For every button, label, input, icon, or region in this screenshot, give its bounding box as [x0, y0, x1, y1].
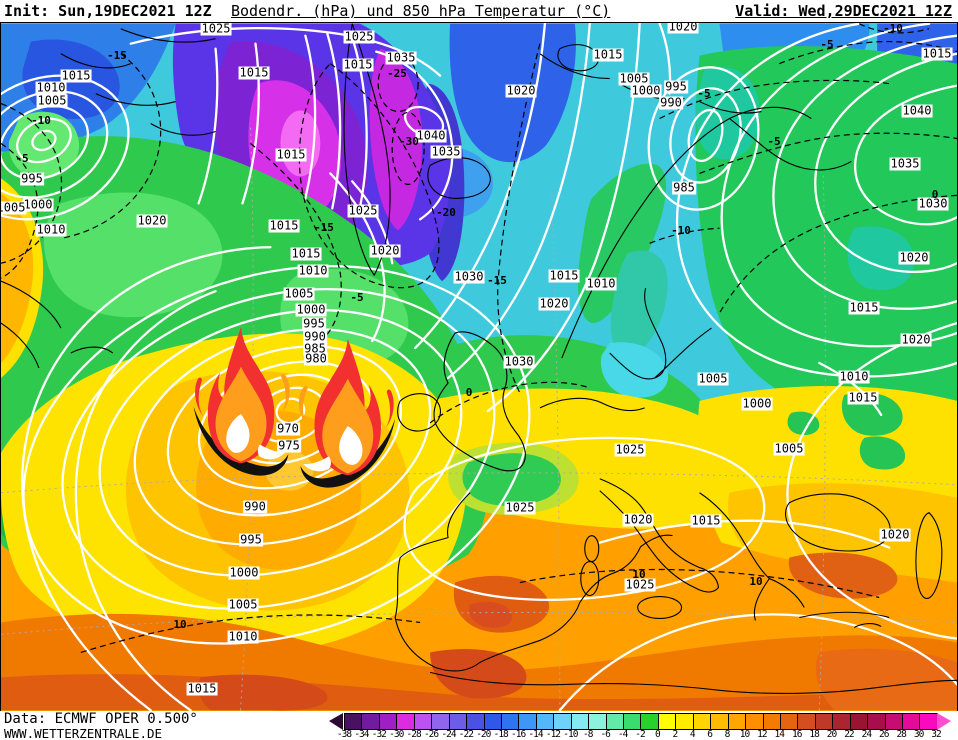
colorbar-cell	[589, 714, 607, 729]
colorbar-tick: 6	[707, 729, 713, 740]
colorbar-cell	[868, 714, 886, 729]
website-label: WWW.WETTERZENTRALE.DE	[4, 726, 163, 740]
map-graphic	[1, 23, 957, 711]
colorbar-tick: -38	[336, 729, 352, 740]
colorbar-tick: 20	[826, 729, 838, 740]
colorbar-cell	[432, 714, 450, 729]
colorbar-tick: -28	[406, 729, 422, 740]
colorbar-cell	[728, 714, 747, 729]
colorbar-cell	[519, 714, 537, 729]
colorbar-tick: 16	[791, 729, 803, 740]
footer-bar: Data: ECMWF OPER 0.500° WWW.WETTERZENTRA…	[0, 711, 958, 740]
colorbar-tick: -14	[528, 729, 543, 740]
colorbar-cell	[833, 714, 851, 729]
colorbar-tick: 26	[879, 729, 890, 740]
colorbar-cell	[711, 714, 729, 729]
colorbar-tick: -24	[441, 729, 456, 740]
colorbar-cell	[414, 714, 433, 729]
colorbar-cell	[920, 714, 937, 729]
colorbar-cell	[850, 714, 869, 729]
colorbar-cell	[484, 714, 502, 729]
data-source-label: Data: ECMWF OPER 0.500°	[4, 711, 198, 727]
colorbar-tick: -26	[423, 729, 439, 740]
colorbar-tick: 10	[739, 729, 751, 740]
colorbar-tick: 24	[861, 729, 873, 740]
colorbar-cell	[606, 714, 624, 729]
colorbar-right-arrow-icon	[937, 713, 951, 730]
colorbar-tick: -2	[635, 729, 646, 740]
colorbar-cell	[815, 714, 834, 729]
colorbar-cell	[693, 714, 712, 729]
isobars	[1, 23, 957, 711]
colorbar-tick: 30	[913, 729, 925, 740]
colorbar-tick: 0	[655, 729, 661, 740]
temp-contours	[1, 23, 957, 653]
colorbar-tick: -32	[371, 729, 387, 740]
colorbar-tick: 12	[757, 729, 768, 740]
colorbar-cells	[344, 713, 938, 730]
colorbar-cell	[624, 714, 642, 729]
colorbar-tick: -30	[389, 729, 404, 740]
colorbar-cell	[571, 714, 590, 729]
colorbar-cell	[903, 714, 921, 729]
colorbar-tick: -8	[583, 729, 594, 740]
colorbar-cell	[379, 714, 398, 729]
colorbar-tick: 8	[724, 729, 731, 740]
temperature-field	[1, 23, 957, 711]
colorbar-tick: 32	[931, 729, 942, 740]
header-bar: Init: Sun,19DEC2021 12Z Bodendr. (hPa) u…	[0, 0, 958, 22]
colorbar-tick: 22	[844, 729, 855, 740]
colorbar-left-arrow-icon	[329, 713, 343, 730]
colorbar-tick: -20	[476, 729, 491, 740]
colorbar-tick: -12	[545, 729, 561, 740]
colorbar-cell	[449, 714, 468, 729]
colorbar-cell	[746, 714, 764, 729]
colorbar-tick: -34	[354, 729, 369, 740]
colorbar-cell	[554, 714, 572, 729]
colorbar-tick: 18	[809, 729, 820, 740]
colorbar-tick: -6	[600, 729, 611, 740]
colorbar-cell	[676, 714, 694, 729]
valid-time-label: Valid: Wed,29DEC2021 12Z	[735, 2, 952, 20]
init-time-label: Init: Sun,19DEC2021 12Z	[4, 2, 212, 20]
colorbar-cell	[397, 714, 415, 729]
map-area: 1025 1025 1035 1015 1015 1010 1005 1015 1015 995 1…	[0, 22, 958, 712]
colorbar-cell	[467, 714, 485, 729]
colorbar-cell	[345, 714, 363, 729]
colorbar-cell	[798, 714, 816, 729]
colorbar-cell	[501, 714, 520, 729]
colorbar-cell	[641, 714, 659, 729]
colorbar-tick: -16	[511, 729, 526, 740]
colorbar-tick: -22	[458, 729, 474, 740]
colorbar-tick: 4	[689, 729, 696, 740]
chart-title: Bodendr. (hPa) und 850 hPa Temperatur (°…	[231, 2, 611, 20]
colorbar-cell	[780, 714, 799, 729]
colorbar-cell	[362, 714, 380, 729]
colorbar-cell	[536, 714, 555, 729]
temperature-colorbar: -38 -34 -32 -30 -28 -26 -24 -22 -20 -18 -16 -14 -12-…	[329, 713, 954, 740]
colorbar-tick: 2	[672, 729, 678, 740]
colorbar-cell	[658, 714, 677, 729]
colorbar-tick: 28	[896, 729, 907, 740]
colorbar-tick: -10	[563, 729, 578, 740]
colorbar-cell	[763, 714, 781, 729]
colorbar-cell	[885, 714, 903, 729]
colorbar-tick: -4	[617, 729, 629, 740]
colorbar-tick: -18	[493, 729, 509, 740]
colorbar-tick: 14	[774, 729, 786, 740]
